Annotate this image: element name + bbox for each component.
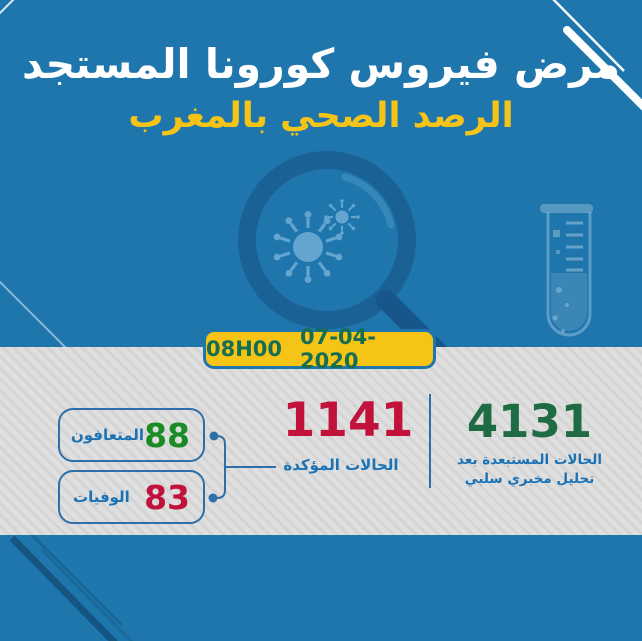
poster-title: مرض فيروس كورونا المستجد الرصد الصحي بال…: [0, 36, 642, 140]
recovered-label: المتعافون: [70, 426, 145, 444]
test-tube-icon: [540, 204, 593, 337]
deaths-label: الوفيات: [73, 488, 130, 506]
report-datetime-badge: 08H00 07-04-2020: [203, 325, 436, 373]
stats-band: [0, 347, 642, 535]
excluded-label-line2: تحليل مخبري سلبي: [464, 471, 595, 487]
footer: وزارة الصحــة ⵜⴰⵎⴰⵡⴰⵙⵜ ⵏ ⵜⴰⴷⵓⵙⵉ Ministèr…: [0, 535, 642, 641]
recovered-stat-box: 88 المتعافون: [58, 408, 205, 462]
confirmed-label: الحالات المؤكدة: [283, 456, 399, 474]
corner-line: [0, 0, 15, 15]
recovered-value: 88: [144, 415, 190, 455]
virus-icon: [324, 199, 360, 235]
excluded-label: الحالات المستبعدة بعد تحليل مخبري سلبي: [432, 451, 627, 489]
excluded-value: 4131: [466, 395, 593, 448]
title-subtitle: الرصد الصحي بالمغرب: [128, 96, 514, 136]
confirmed-value: 1141: [282, 393, 414, 448]
deaths-value: 83: [144, 477, 190, 517]
excluded-label-line1: الحالات المستبعدة بعد: [457, 452, 602, 468]
title-main: مرض فيروس كورونا المستجد: [21, 40, 621, 88]
diagonal-line: [0, 280, 68, 350]
report-date: 07-04-2020: [300, 325, 376, 373]
report-time: 08H00: [206, 337, 283, 361]
virus-icon: [273, 211, 343, 283]
deaths-stat-box: 83 الوفيات: [58, 470, 205, 524]
